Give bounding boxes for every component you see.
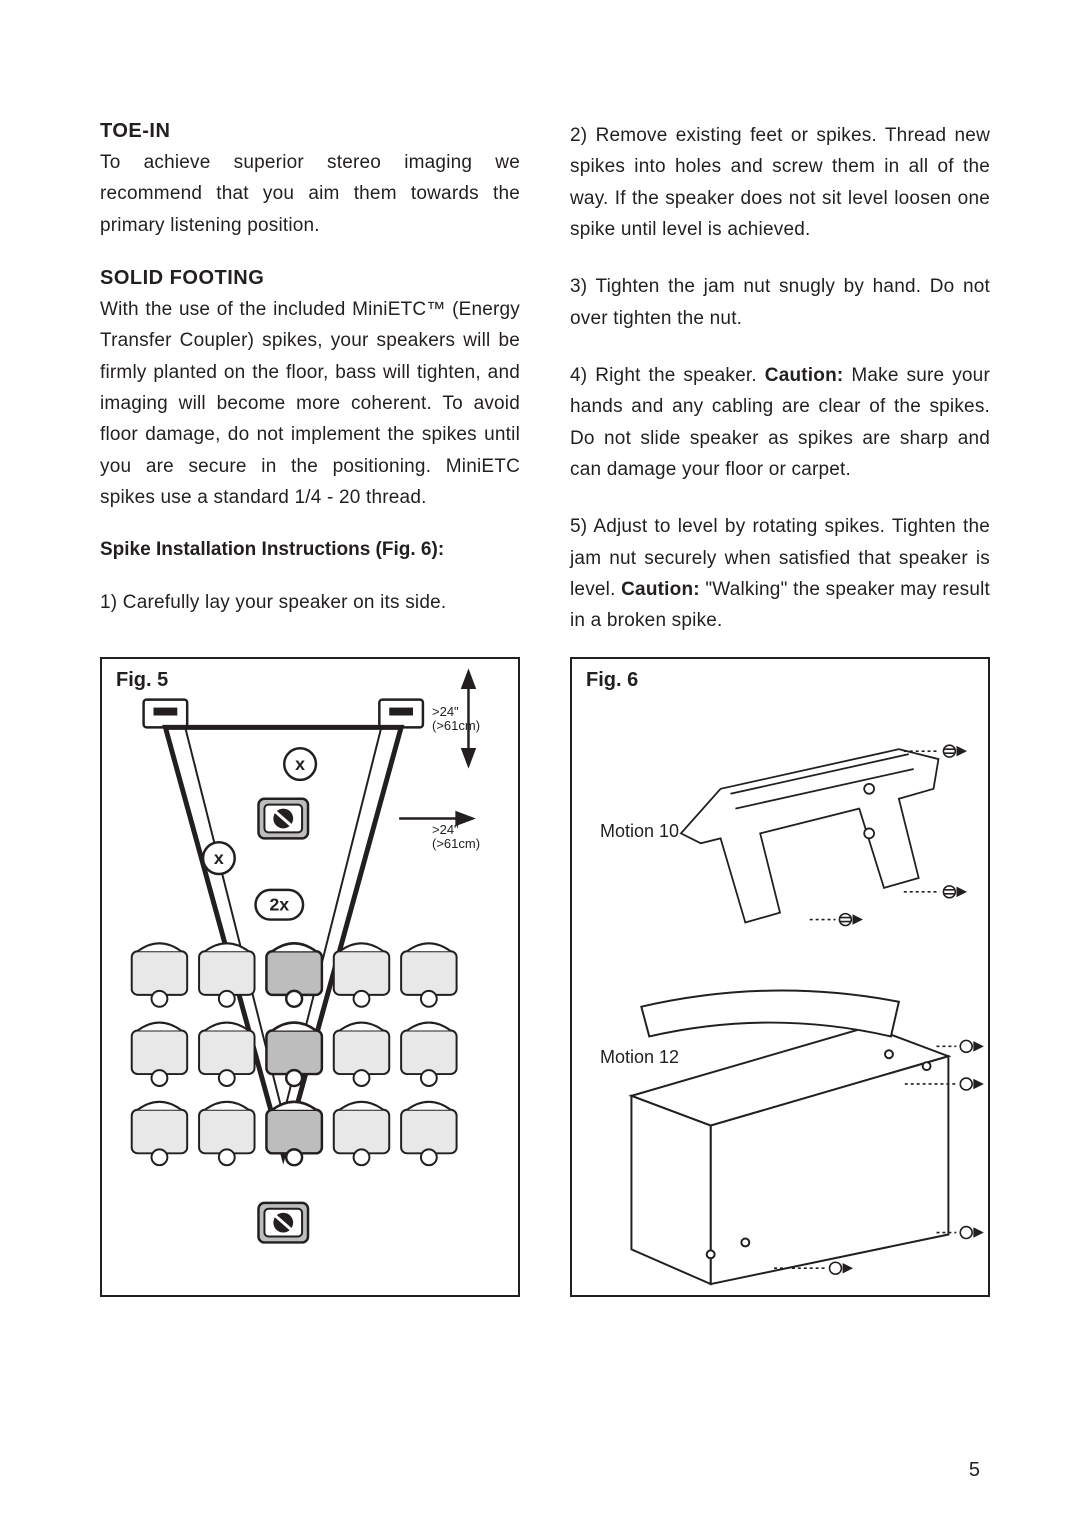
step-5-caution: Caution: [621,579,700,600]
fig6-label-motion12: Motion 12 [600,1047,679,1068]
step-3: 3) Tighten the jam nut snugly by hand. D… [570,271,990,334]
fig5-dim-1b: (>61cm) [432,718,480,733]
step-4-caution: Caution: [765,365,844,386]
svg-text:2x: 2x [269,894,289,914]
figure-6-diagram [572,659,988,1295]
figure-5: Fig. 5 [100,657,520,1297]
fig5-dim-1a: >24" [432,704,459,719]
figure-5-diagram: x x 2x [102,659,518,1295]
step-4: 4) Right the speaker. Caution: Make sure… [570,360,990,485]
fig5-dim-2a: >24" [432,822,459,837]
figure-6: Fig. 6 [570,657,990,1297]
fig5-dim-2b: (>61cm) [432,836,480,851]
subheading-spike-install: Spike Installation Instructions (Fig. 6)… [100,539,520,561]
page-number: 5 [969,1459,980,1482]
step-1: 1) Carefully lay your speaker on its sid… [100,587,520,618]
text-columns: TOE-IN To achieve superior stereo imagin… [100,120,990,649]
right-column: 2) Remove existing feet or spikes. Threa… [570,120,990,649]
svg-text:x: x [295,754,305,774]
step-5: 5) Adjust to level by rotating spikes. T… [570,511,990,636]
figures-row: Fig. 5 [100,657,990,1297]
para-toe-in: To achieve superior stereo imaging we re… [100,147,520,241]
left-column: TOE-IN To achieve superior stereo imagin… [100,120,520,649]
para-solid-footing: With the use of the included MiniETC™ (E… [100,294,520,513]
step-2: 2) Remove existing feet or spikes. Threa… [570,120,990,245]
fig5-dim-2: >24" (>61cm) [432,823,480,852]
fig6-label-motion10: Motion 10 [600,821,679,842]
fig5-dim-1: >24" (>61cm) [432,705,480,734]
svg-text:x: x [214,848,224,868]
heading-toe-in: TOE-IN [100,120,520,143]
heading-solid-footing: SOLID FOOTING [100,267,520,290]
step-4a: 4) Right the speaker. [570,365,765,386]
